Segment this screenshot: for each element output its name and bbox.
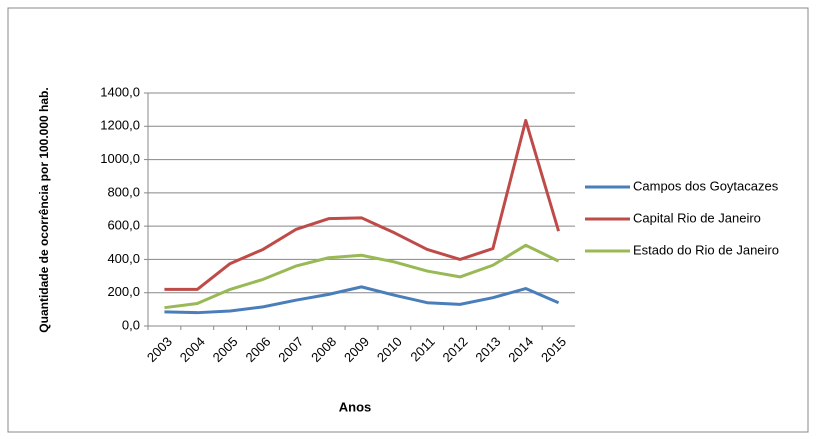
y-tick-label: 800,0 xyxy=(107,184,140,199)
series-line xyxy=(164,118,561,291)
y-tick-label: 1000,0 xyxy=(100,151,140,166)
chart-border xyxy=(7,7,809,433)
y-tick-label: 400,0 xyxy=(107,251,140,266)
series-line xyxy=(164,243,560,310)
y-tick-label: 1400,0 xyxy=(100,84,140,99)
legend-label: Estado do Rio de Janeiro xyxy=(633,242,779,257)
x-axis-title: Anos xyxy=(339,399,372,414)
y-tick-label: 1200,0 xyxy=(100,118,140,133)
legend-label: Capital Rio de Janeiro xyxy=(633,210,761,225)
y-tick-label: 0,0 xyxy=(122,317,140,332)
series-line xyxy=(164,285,560,315)
y-axis-title: Quantidade de ocorrência por 100.000 hab… xyxy=(37,87,51,332)
y-tick-label: 200,0 xyxy=(107,284,140,299)
legend-label: Campos dos Goytacazes xyxy=(633,178,779,193)
y-tick-label: 600,0 xyxy=(107,218,140,233)
